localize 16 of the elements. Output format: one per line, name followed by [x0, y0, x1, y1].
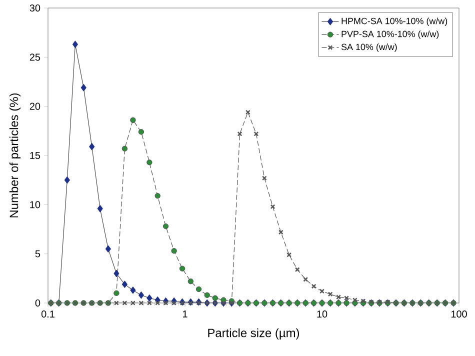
legend-label: SA 10% (w/w)	[341, 44, 397, 52]
y-tick-label: 5	[35, 250, 40, 258]
y-tick-label: 20	[30, 102, 40, 110]
legend-label: PVP-SA 10%-10% (w/w)	[342, 30, 439, 39]
y-tick-label: 10	[30, 201, 40, 208]
y-tick-label: 15	[30, 152, 40, 159]
x-tick-label: 1	[182, 310, 188, 318]
x-axis-title: Particle size (µm)	[208, 328, 300, 340]
x-tick-label: 0.1	[41, 310, 54, 318]
y-axis-title: Number of particles (%)	[9, 93, 21, 218]
y-tick-label: 30	[30, 4, 40, 12]
y-tick-label: 0	[35, 299, 40, 307]
legend-label: HPMC-SA 10%-10% (w/w)	[342, 18, 448, 26]
x-tick-label: 100	[451, 310, 467, 318]
x-tick-label: 10	[317, 310, 328, 318]
y-tick-label: 25	[30, 54, 40, 61]
